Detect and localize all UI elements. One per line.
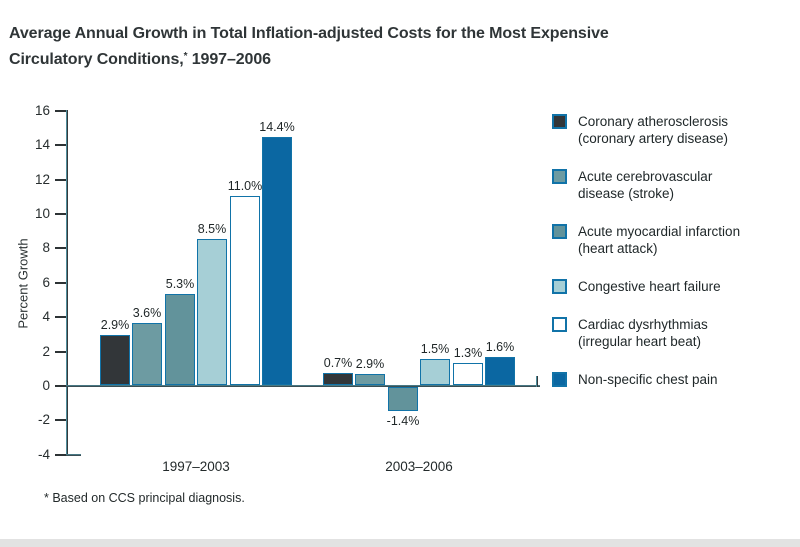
legend-item: Non-specific chest pain bbox=[552, 371, 797, 388]
legend-swatch bbox=[552, 372, 567, 387]
bar bbox=[388, 387, 418, 411]
y-tick-label: 0 bbox=[42, 378, 50, 393]
legend-item: Cardiac dysrhythmias (irregular heart bea… bbox=[552, 316, 797, 350]
bar-value-label: 2.9% bbox=[355, 357, 385, 371]
legend-item: Coronary atherosclerosis (coronary artery… bbox=[552, 113, 797, 147]
footnote: * Based on CCS principal diagnosis. bbox=[44, 491, 245, 505]
y-tick-label: 10 bbox=[34, 206, 50, 221]
title-asterisk: * bbox=[183, 51, 188, 62]
bar-value-label: -1.4% bbox=[386, 414, 420, 428]
legend-item: Congestive heart failure bbox=[552, 278, 797, 295]
bar-value-label: 1.3% bbox=[453, 346, 483, 360]
x-axis-line bbox=[66, 385, 540, 387]
y-tick bbox=[55, 282, 66, 284]
legend-label: Non-specific chest pain bbox=[578, 372, 718, 387]
legend-label: Acute myocardial infarction (heart attack… bbox=[578, 224, 741, 256]
y-tick-label: 12 bbox=[34, 172, 50, 187]
page-bottom-strip bbox=[0, 539, 800, 547]
legend-swatch bbox=[552, 279, 567, 294]
y-tick bbox=[55, 144, 66, 146]
y-tick bbox=[55, 213, 66, 215]
y-tick-label: 16 bbox=[34, 103, 50, 118]
y-tick bbox=[55, 351, 66, 353]
axis-end-cap bbox=[536, 376, 538, 387]
y-tick bbox=[55, 316, 66, 318]
legend-item: Acute myocardial infarction (heart attack… bbox=[552, 223, 797, 257]
bar bbox=[453, 363, 483, 385]
legend-label: Cardiac dysrhythmias (irregular heart bea… bbox=[578, 317, 708, 349]
legend: Coronary atherosclerosis (coronary artery… bbox=[552, 113, 797, 409]
y-tick-label: 14 bbox=[34, 137, 50, 152]
bar bbox=[230, 196, 260, 385]
y-tick bbox=[55, 247, 66, 249]
bar bbox=[197, 239, 227, 385]
axis-corner bbox=[66, 454, 81, 456]
y-tick-label: 4 bbox=[42, 309, 50, 324]
bar bbox=[355, 374, 385, 385]
y-tick bbox=[55, 385, 66, 387]
x-category-label: 2003–2006 bbox=[385, 459, 453, 474]
bar-value-label: 8.5% bbox=[197, 222, 227, 236]
legend-label: Acute cerebrovascular disease (stroke) bbox=[578, 169, 713, 201]
legend-swatch bbox=[552, 224, 567, 239]
legend-label: Coronary atherosclerosis (coronary artery… bbox=[578, 114, 729, 146]
y-tick-label: -4 bbox=[37, 447, 50, 462]
y-tick-label: 2 bbox=[42, 344, 50, 359]
bar-value-label: 1.6% bbox=[485, 340, 515, 354]
legend-label: Congestive heart failure bbox=[578, 279, 721, 294]
bar bbox=[420, 359, 450, 385]
y-tick bbox=[55, 419, 66, 421]
y-tick-label: -2 bbox=[37, 412, 50, 427]
y-tick bbox=[55, 110, 66, 112]
bar-value-label: 1.5% bbox=[420, 342, 450, 356]
legend-item: Acute cerebrovascular disease (stroke) bbox=[552, 168, 797, 202]
y-tick-label: 8 bbox=[42, 240, 50, 255]
chart-title: Average Annual Growth in Total Inflation… bbox=[9, 22, 609, 71]
y-tick bbox=[55, 179, 66, 181]
bar-value-label: 0.7% bbox=[323, 356, 353, 370]
chart-title-line2: Circulatory Conditions,* 1997–2006 bbox=[9, 51, 271, 68]
bar-value-label: 2.9% bbox=[100, 318, 130, 332]
bar bbox=[485, 357, 515, 385]
legend-swatch bbox=[552, 317, 567, 332]
legend-swatch bbox=[552, 169, 567, 184]
bar bbox=[165, 294, 195, 385]
bar-value-label: 14.4% bbox=[259, 120, 295, 134]
y-axis-line bbox=[66, 110, 68, 456]
bar bbox=[262, 137, 292, 385]
bar bbox=[100, 335, 130, 385]
bar-value-label: 5.3% bbox=[165, 277, 195, 291]
chart-title-line1: Average Annual Growth in Total Inflation… bbox=[9, 25, 609, 42]
bar-value-label: 11.0% bbox=[227, 179, 263, 193]
bar bbox=[132, 323, 162, 385]
y-tick-label: 6 bbox=[42, 275, 50, 290]
bar bbox=[323, 373, 353, 385]
bar-value-label: 3.6% bbox=[132, 306, 162, 320]
x-category-label: 1997–2003 bbox=[162, 459, 230, 474]
legend-swatch bbox=[552, 114, 567, 129]
y-tick bbox=[55, 454, 66, 456]
